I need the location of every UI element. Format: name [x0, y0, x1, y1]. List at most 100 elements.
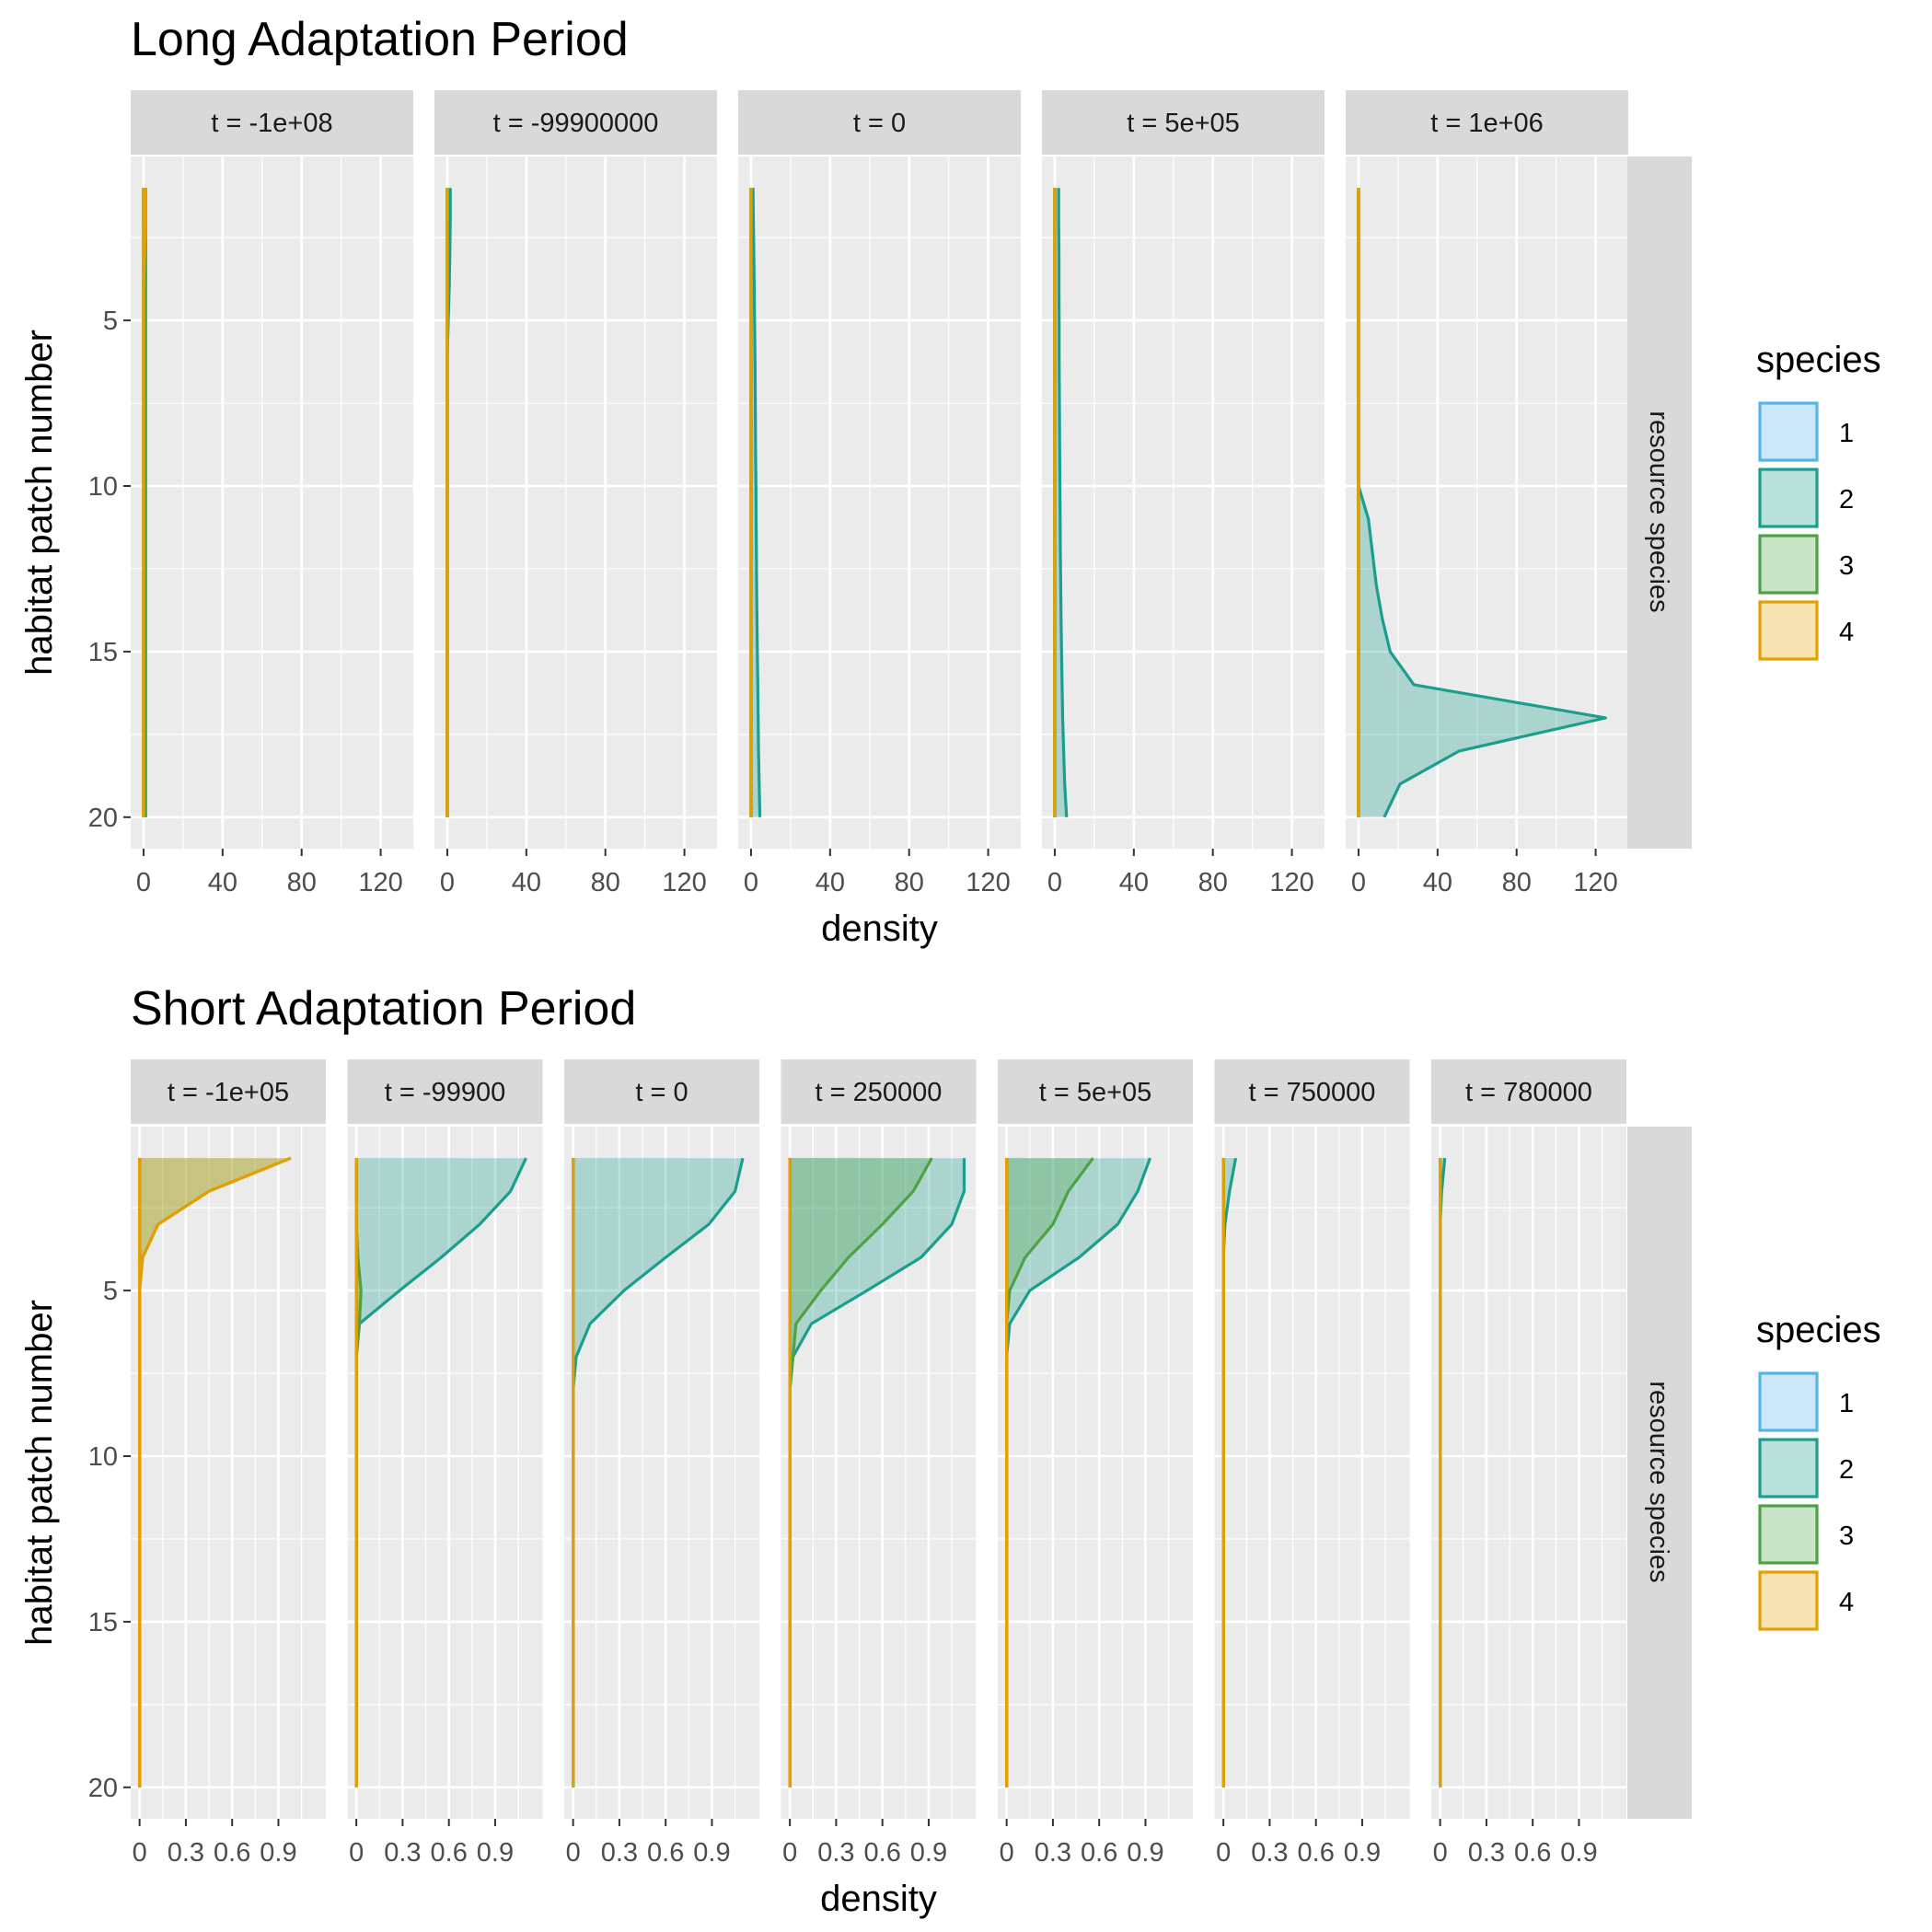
x-tick-label: 0 [440, 868, 455, 897]
row-strip [1627, 1127, 1692, 1819]
x-tick-label: 0 [782, 1838, 797, 1868]
legend-title: species [1756, 1310, 1881, 1350]
facet-panel: t = 5e+05 0 40 80 120 [1042, 90, 1325, 897]
y-tick-label: 10 [88, 472, 118, 502]
y-tick-label: 20 [88, 1774, 118, 1803]
y-tick-label: 15 [88, 638, 118, 667]
facet-panel: t = -1e+08 0 40 80 120 5 10 15 20 [88, 90, 413, 897]
x-tick-label: 0.6 [214, 1838, 250, 1868]
facet-strip [1214, 1059, 1410, 1124]
series-area-species-3 [790, 1158, 932, 1787]
facet-panel: t = 0 0 0.3 0.6 0.9 [564, 1059, 759, 1868]
facet-panel: t = 0 0 40 80 120 [738, 90, 1021, 897]
legend-title: species [1756, 340, 1881, 380]
x-tick-label: 0.3 [384, 1838, 421, 1868]
chart-title: Long Adaptation Period [131, 13, 629, 66]
facet-strip-label: t = 250000 [816, 1078, 943, 1107]
x-tick-label: 80 [1502, 868, 1532, 897]
y-tick-label: 10 [88, 1442, 118, 1472]
panel-background [1431, 1127, 1626, 1819]
x-tick-label: 0.3 [1035, 1838, 1071, 1868]
facet-strip [1346, 90, 1628, 155]
x-tick-label: 0 [1216, 1838, 1231, 1868]
x-tick-label: 0.6 [431, 1838, 468, 1868]
x-tick-label: 120 [662, 868, 706, 897]
facet-strip-label: t = 0 [853, 109, 906, 138]
y-tick-label: 5 [103, 1277, 118, 1306]
panel-background [738, 156, 1021, 849]
x-tick-label: 0 [744, 868, 758, 897]
x-tick-label: 40 [512, 868, 541, 897]
x-tick-label: 0 [133, 1838, 147, 1868]
facet-strip-label: t = -99900000 [493, 109, 659, 138]
x-tick-label: 0.9 [1127, 1838, 1163, 1868]
facet-strip-label: t = -99900 [385, 1078, 505, 1107]
x-tick-label: 0.9 [910, 1838, 947, 1868]
y-axis-title: habitat patch number [19, 1300, 60, 1646]
y-tick-label: 20 [88, 804, 118, 833]
series-line-species-2 [751, 188, 762, 817]
row-strip-label: resource species [1644, 1381, 1673, 1582]
x-tick-label: 80 [287, 868, 317, 897]
legend: species 1 2 3 4 [1756, 340, 1881, 661]
legend-key-background [1758, 1504, 1819, 1565]
facet-strip-label: t = 750000 [1249, 1078, 1376, 1107]
facet-strip [998, 1059, 1193, 1124]
x-tick-label: 120 [966, 868, 1010, 897]
x-tick-label: 0.3 [1251, 1838, 1288, 1868]
x-tick-label: 120 [358, 868, 402, 897]
legend-key-background [1758, 1438, 1819, 1498]
panel-background [434, 156, 717, 849]
facet-strip [131, 1059, 326, 1124]
facet-panel: t = -1e+05 0 0.3 0.6 0.9 5 10 15 20 [88, 1059, 326, 1868]
legend-label: 4 [1839, 618, 1854, 647]
series-area-species-2 [356, 1158, 526, 1787]
legend-label: 1 [1839, 1389, 1854, 1418]
x-tick-label: 0.3 [601, 1838, 638, 1868]
facet-strip-label: t = 0 [635, 1078, 688, 1107]
legend: species 1 2 3 4 [1756, 1310, 1881, 1631]
x-tick-label: 40 [1119, 868, 1149, 897]
row-strip-label: resource species [1644, 411, 1673, 612]
legend-key-background [1758, 600, 1819, 661]
facet-strip-label: t = 1e+06 [1430, 109, 1544, 138]
x-tick-label: 0.6 [1081, 1838, 1117, 1868]
legend-key-swatch [1758, 468, 1819, 528]
facet-strip [434, 90, 717, 155]
x-tick-label: 0.6 [1298, 1838, 1335, 1868]
row-strip [1627, 156, 1692, 849]
legend-key-swatch [1758, 600, 1819, 661]
facet-panel: t = -99900000 0 40 80 120 [434, 90, 717, 897]
x-tick-label: 80 [1198, 868, 1228, 897]
facet-strip [781, 1059, 977, 1124]
facet-panel: t = 780000 0 0.3 0.6 0.9 [1431, 1059, 1626, 1868]
x-tick-label: 40 [816, 868, 845, 897]
facet-strip [131, 90, 413, 155]
legend-label: 2 [1839, 1455, 1854, 1485]
legend-key-background [1758, 401, 1819, 462]
legend-key-background [1758, 1570, 1819, 1631]
legend-key-swatch [1758, 1438, 1819, 1498]
facet-panel: t = 750000 0 0.3 0.6 0.9 [1214, 1059, 1410, 1868]
legend-key-swatch [1758, 534, 1819, 595]
x-tick-label: 40 [208, 868, 237, 897]
panel-background [131, 156, 413, 849]
x-tick-label: 120 [1269, 868, 1313, 897]
series-area-species-2 [1358, 188, 1606, 817]
y-axis-title: habitat patch number [19, 330, 60, 676]
legend-key-swatch [1758, 1504, 1819, 1565]
chart-2: Short Adaptation Period t = -1e+05 0 0.3 0.6… [19, 982, 1881, 1919]
series-area-species-2 [1006, 1158, 1151, 1787]
legend-label: 1 [1839, 419, 1854, 448]
facet-strip-label: t = 5e+05 [1127, 109, 1240, 138]
chart-title: Short Adaptation Period [131, 982, 636, 1035]
x-tick-label: 0.9 [477, 1838, 514, 1868]
x-tick-label: 0.6 [647, 1838, 684, 1868]
x-tick-label: 0.9 [693, 1838, 730, 1868]
series-area-species-3 [1006, 1158, 1093, 1787]
x-tick-label: 0.6 [1514, 1838, 1551, 1868]
x-axis-title: density [821, 908, 938, 949]
x-tick-label: 0 [349, 1838, 364, 1868]
facet-strip [1431, 1059, 1626, 1124]
